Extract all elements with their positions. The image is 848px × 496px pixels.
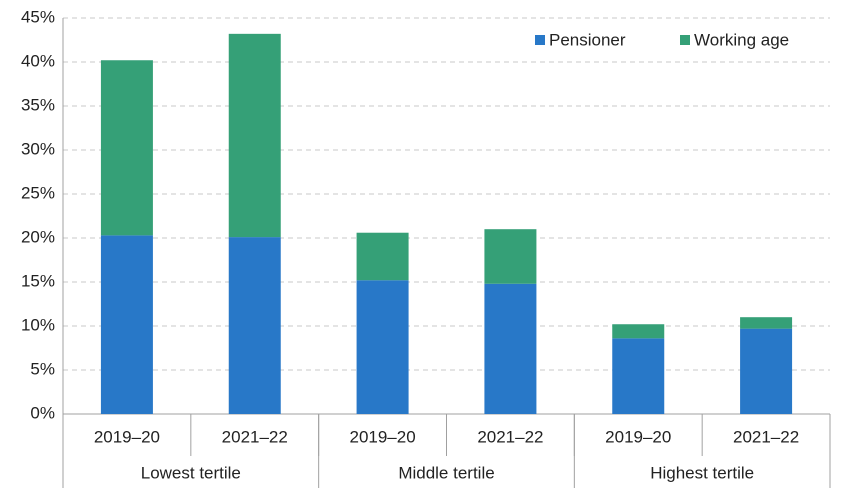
- bar-segment: [356, 280, 409, 414]
- y-tick-label: 40%: [21, 51, 55, 70]
- x-tick-label: 2021–22: [222, 427, 288, 446]
- y-tick-label: 0%: [30, 403, 55, 422]
- y-tick-label: 25%: [21, 183, 55, 202]
- x-tick-label: 2021–22: [477, 427, 543, 446]
- y-tick-label: 20%: [21, 227, 55, 246]
- bar-segment: [228, 237, 281, 414]
- y-tick-label: 5%: [30, 359, 55, 378]
- bar-segment: [740, 317, 793, 329]
- legend-label: Working age: [694, 30, 789, 49]
- x-tick-label: 2021–22: [733, 427, 799, 446]
- x-tick-label: 2019–20: [605, 427, 671, 446]
- y-tick-label: 30%: [21, 139, 55, 158]
- y-tick-label: 10%: [21, 315, 55, 334]
- y-tick-label: 35%: [21, 95, 55, 114]
- bar-segment: [484, 229, 537, 284]
- group-label: Highest tertile: [650, 463, 754, 482]
- bar-segment: [100, 235, 153, 414]
- x-tick-label: 2019–20: [94, 427, 160, 446]
- bar-segment: [612, 338, 665, 414]
- bar-segment: [356, 232, 409, 281]
- legend-swatch: [680, 35, 690, 45]
- y-tick-label: 45%: [21, 7, 55, 26]
- x-tick-label: 2019–20: [349, 427, 415, 446]
- bar-segment: [484, 283, 537, 414]
- legend-swatch: [535, 35, 545, 45]
- bar-segment: [100, 60, 153, 236]
- bar-segment: [612, 324, 665, 339]
- group-label: Lowest tertile: [141, 463, 241, 482]
- bar-segment: [228, 33, 281, 238]
- group-label: Middle tertile: [398, 463, 494, 482]
- bar-segment: [740, 328, 793, 414]
- y-tick-label: 15%: [21, 271, 55, 290]
- legend-label: Pensioner: [549, 30, 626, 49]
